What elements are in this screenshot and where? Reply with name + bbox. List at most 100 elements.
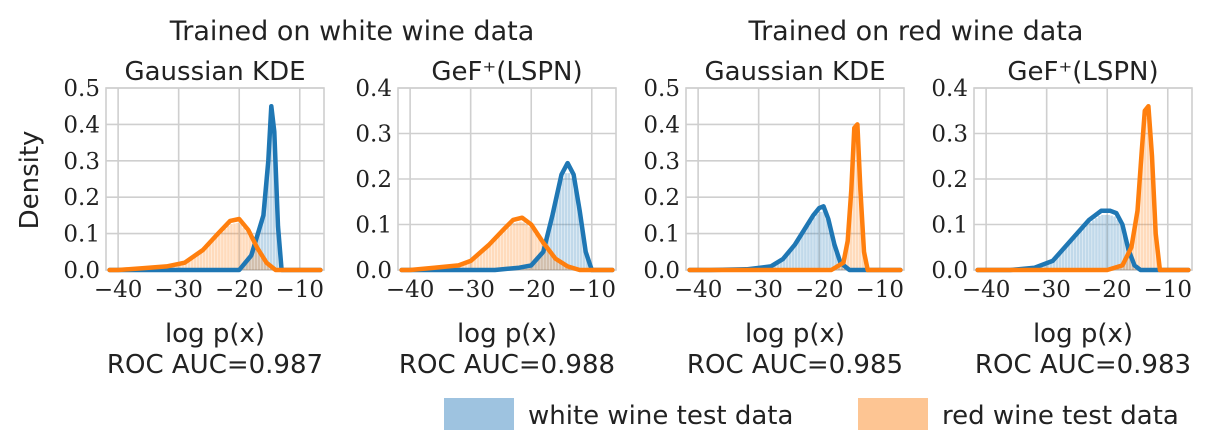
histogram-bar-white — [540, 254, 543, 270]
histogram-bar-white — [248, 258, 251, 270]
histogram-bar-red — [205, 246, 209, 270]
x-axis-label: log p(x) — [457, 319, 557, 349]
histogram-bar-white — [251, 251, 254, 270]
x-tick-label: −30 — [734, 277, 783, 303]
roc-auc-label: ROC AUC=0.983 — [975, 350, 1191, 380]
histogram-bar-white — [1061, 250, 1065, 270]
x-tick-label: −20 — [1083, 277, 1132, 303]
y-tick-label: 0.2 — [355, 167, 392, 193]
histogram-bar-red — [178, 264, 182, 270]
chart-panels: −40 −30 −20 −10 0.0 0.1 0.2 0.3 0.4 0.5 Gaussian K… — [63, 57, 1193, 380]
histogram-bar-white — [1107, 214, 1110, 270]
histogram-bar-white — [819, 211, 822, 270]
x-tick-label: −10 — [856, 277, 905, 303]
histogram-bar-white — [1119, 225, 1122, 270]
histogram-bar-white — [570, 178, 574, 270]
histogram-bar-white — [1092, 220, 1095, 270]
histogram-bar-red — [494, 239, 498, 270]
histogram-bar-red — [558, 262, 562, 270]
histogram-bar-white — [552, 212, 556, 270]
legend-label-white: white wine test data — [528, 401, 793, 431]
legend-swatch-red — [858, 398, 928, 430]
histogram-bar-red — [1149, 152, 1153, 270]
legend-swatch-white — [444, 398, 514, 430]
histogram-bar-white — [1067, 244, 1071, 270]
histogram-bar-white — [1113, 216, 1116, 270]
histogram-bar-red — [266, 264, 270, 270]
y-tick-label: 0.4 — [643, 112, 680, 138]
histogram-bar-red — [1125, 257, 1129, 270]
y-tick-label: 0.0 — [931, 258, 968, 284]
y-tick-label: 0.1 — [643, 222, 680, 248]
histogram-bar-red — [196, 254, 200, 270]
histogram-bar-white — [1046, 263, 1050, 270]
histogram-bar-white — [834, 250, 837, 270]
panel-title: GeF⁺(LSPN) — [1007, 57, 1158, 87]
y-axis-label: Density — [15, 131, 45, 230]
y-tick-label: 0.3 — [355, 122, 392, 148]
panel-3: −40 −30 −20 −10 0.0 0.1 0.2 0.3 0.4 0.5 Gaussian K… — [643, 57, 905, 380]
histogram-bar-white — [269, 122, 273, 270]
histogram-bar-red — [254, 246, 257, 270]
histogram-bar-red — [193, 256, 197, 270]
histogram-bar-white — [1110, 215, 1113, 270]
histogram-bar-white — [549, 224, 553, 270]
y-tick-label: 0.4 — [931, 76, 968, 102]
y-tick-label: 0.3 — [931, 122, 968, 148]
histogram-bar-red — [500, 233, 504, 270]
histogram-bar-red — [503, 230, 507, 270]
histogram-bar-white — [1076, 234, 1080, 270]
histogram-bar-white — [555, 200, 559, 270]
histogram-bar-white — [795, 244, 798, 270]
histogram-bar-red — [507, 227, 510, 270]
x-axis-label: log p(x) — [745, 319, 845, 349]
histogram-bar-red — [855, 134, 859, 270]
histogram-bar-red — [491, 242, 495, 270]
histogram-bar-white — [272, 138, 276, 270]
histogram-bar-red — [552, 257, 556, 270]
histogram-bar-white — [1070, 240, 1074, 270]
histogram-bar-red — [561, 263, 565, 270]
y-tick-label: 0.4 — [355, 76, 392, 102]
histogram-bar-red — [1140, 156, 1144, 270]
histogram-bar-white — [1083, 228, 1086, 270]
y-tick-label: 0.5 — [643, 76, 680, 102]
histogram-bar-white — [773, 264, 777, 270]
histogram-bar-white — [576, 206, 580, 270]
x-tick-label: −20 — [215, 277, 264, 303]
panel-title: GeF⁺(LSPN) — [431, 57, 582, 87]
histogram-bar-red — [513, 223, 516, 270]
histogram-bar-white — [585, 257, 589, 270]
histogram-bar-white — [840, 264, 844, 270]
histogram-bar-red — [184, 262, 188, 270]
histogram-bar-red — [248, 235, 251, 270]
histogram-bar-red — [519, 221, 522, 270]
y-tick-label: 0.2 — [63, 185, 100, 211]
roc-auc-label: ROC AUC=0.987 — [107, 350, 323, 380]
panel-2: −40 −30 −20 −10 0.0 0.1 0.2 0.3 0.4 GeF⁺(LSPN) log… — [355, 57, 617, 380]
histogram-bar-red — [852, 143, 856, 270]
histogram-bar-white — [801, 235, 804, 270]
histogram-bar-white — [573, 189, 577, 270]
histogram-bar-white — [822, 211, 825, 270]
histogram-bar-red — [476, 255, 480, 270]
kde-line-white — [107, 103, 323, 273]
histogram-bar-red — [528, 226, 531, 270]
histogram-bar-red — [1137, 195, 1141, 270]
x-tick-label: −40 — [386, 277, 435, 303]
x-axis-label: log p(x) — [1033, 319, 1133, 349]
histogram-bar-red — [549, 253, 553, 270]
histogram-bar-white — [1086, 225, 1089, 270]
histogram-bar-white — [546, 236, 549, 270]
histogram-bar-red — [211, 240, 215, 270]
histogram-bar-white — [558, 187, 562, 270]
histogram-bar-red — [522, 222, 525, 270]
kde-line-red — [687, 122, 903, 273]
histogram-bar-red — [215, 237, 218, 270]
y-tick-label: 0.1 — [931, 213, 968, 239]
histogram-bar-white — [1098, 216, 1101, 270]
histogram-bar-white — [567, 173, 571, 270]
kde-line-red — [107, 216, 323, 273]
histogram-bar-white — [1064, 247, 1068, 270]
